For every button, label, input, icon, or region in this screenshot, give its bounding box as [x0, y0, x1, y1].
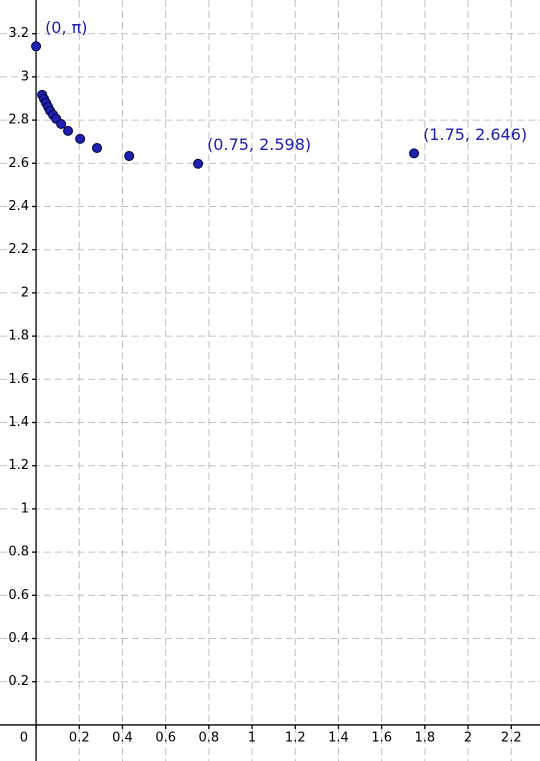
y-tick-label: 3.2 [8, 26, 29, 41]
point [193, 158, 204, 169]
x-tick-label: 2 [464, 730, 472, 745]
y-tick-label: 1.4 [8, 415, 29, 430]
y-tick-label: 0.4 [8, 631, 29, 646]
y-tick-label: 1.8 [8, 329, 29, 344]
x-tick-label: 1.2 [285, 730, 306, 745]
x-tick-label: 1.8 [415, 730, 436, 745]
point [75, 133, 86, 144]
point [124, 150, 135, 161]
point [63, 125, 74, 136]
x-tick-label: 2.2 [501, 730, 522, 745]
y-tick-label: 2.6 [8, 156, 29, 171]
point [56, 118, 67, 129]
x-tick-label: 1.4 [328, 730, 349, 745]
y-tick-label: 0.6 [8, 588, 29, 603]
point-label: (1.75, 2.646) [423, 125, 527, 144]
y-tick-label: 1.6 [8, 372, 29, 387]
y-tick-label: 2.4 [8, 199, 29, 214]
x-tick-label: 0.2 [69, 730, 90, 745]
x-tick-label: 0.4 [112, 730, 133, 745]
point-label: (0, π) [45, 18, 87, 37]
y-tick-label: 2.2 [8, 242, 29, 257]
y-tick-label: 0.2 [8, 674, 29, 689]
x-tick-label: 1.6 [371, 730, 392, 745]
y-tick-label: 1 [21, 501, 29, 516]
y-tick-label: 2.8 [8, 113, 29, 128]
y-tick-label: 3 [21, 69, 29, 84]
y-tick-label: 0.8 [8, 545, 29, 560]
point [31, 41, 42, 52]
x-tick-label: 1 [248, 730, 256, 745]
x-tick-label: 0 [20, 730, 28, 745]
point-label: (0.75, 2.598) [207, 135, 311, 154]
point [409, 148, 420, 159]
y-tick-label: 2 [21, 285, 29, 300]
y-tick-label: 1.2 [8, 458, 29, 473]
x-tick-label: 0.6 [155, 730, 176, 745]
point [91, 142, 102, 153]
x-tick-label: 0.8 [199, 730, 220, 745]
